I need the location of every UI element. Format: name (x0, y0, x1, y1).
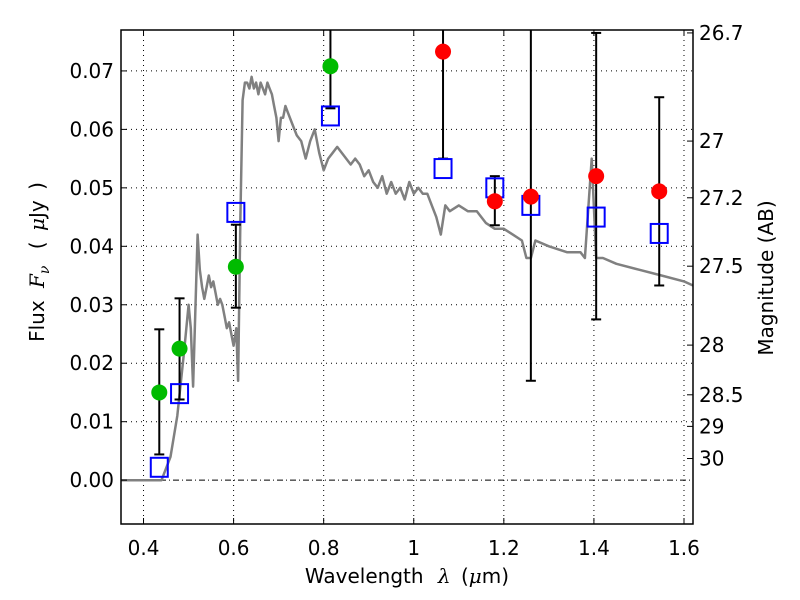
observed-flux-point (588, 168, 605, 185)
x-axis: 0.4 0.6 0.8 1 1.2 1.4 1.6 (128, 30, 700, 560)
model-spectrum-line (121, 75, 694, 482)
observed-flux-point (651, 183, 668, 200)
y2-axis-label: Magnitude (AB) (754, 200, 778, 355)
observed-flux-point (435, 43, 452, 60)
model-photometry-square (170, 383, 190, 405)
observed-flux-point (486, 193, 503, 210)
observed-flux-point (227, 258, 244, 275)
x-axis-label-symbol: λ (437, 564, 451, 588)
y-axis-label-close: ) (25, 182, 49, 190)
x-tick-label: 0.8 (308, 536, 340, 560)
x-axis-label-open: ( (461, 564, 469, 588)
y2-tick-label: 27 (699, 129, 724, 153)
x-tick-label: 1 (407, 536, 420, 560)
y2-tick-label: 29 (699, 414, 724, 438)
x-tick-label: 0.4 (128, 536, 160, 560)
y-tick-label: 0.04 (69, 234, 114, 258)
y-axis-label-prefix: Flux (25, 300, 49, 342)
y-axis-label-mu: μ (25, 218, 49, 231)
y-tick-label: 0.03 (69, 293, 114, 317)
x-axis-label-unit: m) (482, 564, 509, 588)
y-tick-label: 0.01 (69, 410, 114, 434)
series-layer (121, 30, 694, 482)
y2-axis: 26.7 27 27.2 27.5 28 28.5 29 30 (687, 21, 744, 471)
observed-flux-point (522, 188, 539, 205)
model-photometry-square (320, 105, 340, 127)
y2-tick-label: 28.5 (699, 383, 744, 407)
y-axis-label-symbol: F (25, 273, 49, 289)
y-tick-label: 0.02 (69, 351, 114, 375)
y-tick-label: 0.07 (69, 59, 114, 83)
plot-background (121, 30, 693, 524)
y2-tick-label: 27.5 (699, 254, 744, 278)
y-tick-label: 0.00 (69, 468, 114, 492)
x-axis-label: Wavelength λ (μm) (305, 564, 509, 588)
y-axis-label: Flux Fν ( μJy ) (25, 182, 54, 342)
y-tick-label: 0.05 (69, 176, 114, 200)
x-tick-label: 1.2 (488, 536, 520, 560)
y-axis: 0.00 0.01 0.02 0.03 0.04 0.05 0.06 0.07 (69, 59, 127, 492)
model-photometry-square (433, 158, 453, 180)
x-axis-label-mu: μ (469, 564, 482, 588)
x-tick-label: 1.4 (578, 536, 610, 560)
model-photometry-square (649, 222, 669, 244)
observed-flux-point (171, 340, 188, 357)
observed-flux-point (322, 58, 339, 75)
x-tick-label: 0.6 (218, 536, 250, 560)
model-photometry-square (149, 456, 169, 478)
y2-tick-label: 27.2 (699, 186, 744, 210)
y2-tick-label: 30 (699, 447, 724, 471)
observed-flux-point (151, 384, 168, 401)
plot-frame (120, 29, 694, 525)
x-axis-label-prefix: Wavelength (305, 564, 424, 588)
y-tick-label: 0.06 (69, 117, 114, 141)
y2-tick-label: 26.7 (699, 21, 744, 45)
y-axis-label-open: ( (25, 241, 49, 249)
model-photometry-square (226, 201, 246, 223)
y2-tick-label: 28 (699, 333, 724, 357)
y-axis-label-unit: Jy (25, 200, 49, 220)
model-photometry-square (586, 206, 606, 228)
y-axis-label-subscript: ν (37, 265, 53, 274)
x-tick-label: 1.6 (668, 536, 700, 560)
